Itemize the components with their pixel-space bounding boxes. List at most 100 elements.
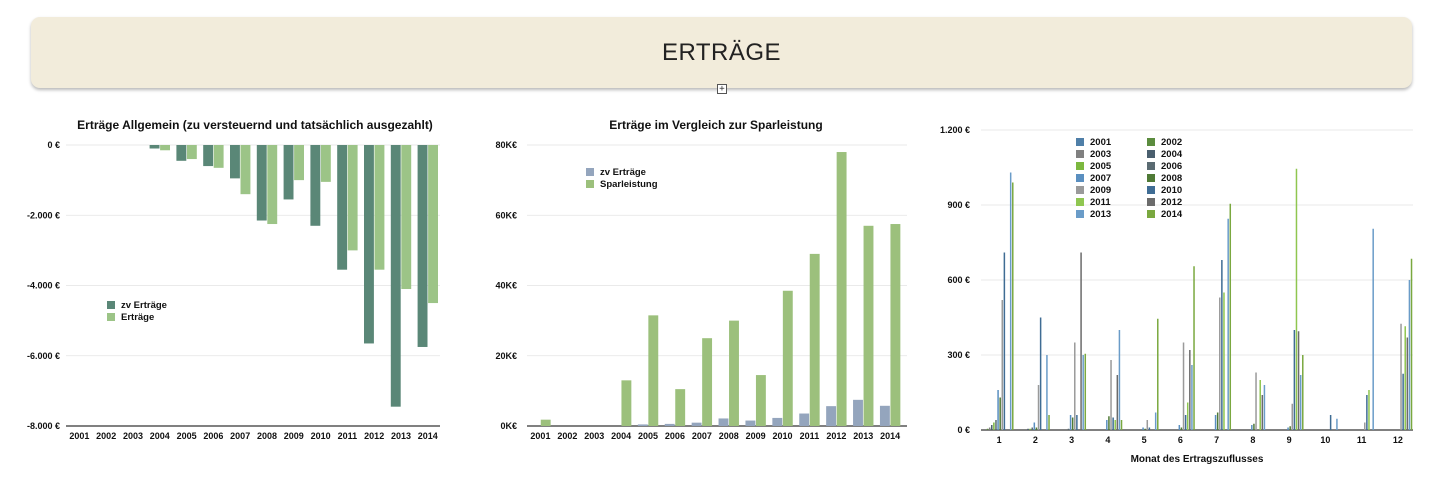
bar-sparleistung-2009	[755, 375, 766, 426]
y-tick-label: 60K€	[495, 210, 517, 220]
bar-2009-8	[1255, 372, 1257, 430]
bar-2014-12	[1410, 258, 1413, 430]
legend-swatch	[1147, 150, 1155, 158]
x-tick-label: 2006	[203, 431, 223, 441]
bar-2008-6	[1180, 427, 1183, 430]
legend-label: 2013	[1090, 209, 1111, 220]
x-tick-label: 8	[1250, 435, 1255, 445]
legend-swatch	[1147, 186, 1155, 194]
bar-sparleistung-2004	[621, 380, 632, 426]
bar-2014-5	[1157, 318, 1159, 430]
expand-icon[interactable]: +	[717, 84, 727, 94]
bar-2009-7	[1219, 297, 1221, 430]
bar-2010-6	[1184, 415, 1187, 430]
bar-2013-6	[1191, 365, 1193, 430]
bar-zv-ertr-ge-2012	[826, 406, 837, 426]
bar-2009-3	[1074, 342, 1076, 430]
bar-2013-7	[1227, 218, 1229, 430]
x-tick-label: 12	[1393, 435, 1403, 445]
y-tick-label: 80K€	[495, 140, 517, 150]
legend-swatch	[107, 313, 115, 321]
bar-2014-4	[1120, 420, 1123, 430]
bar-2008-9	[1289, 426, 1291, 430]
bar-2010-2	[1039, 317, 1042, 430]
legend-swatch	[1147, 138, 1155, 146]
x-tick-label: 2005	[177, 431, 197, 441]
bar-2013-4	[1118, 330, 1121, 430]
bar-sparleistung-2001	[540, 419, 551, 426]
x-tick-label: 2007	[230, 431, 250, 441]
bar-2007-2	[1033, 422, 1036, 430]
legend-swatch	[586, 180, 594, 188]
bar-2005-1	[993, 422, 995, 430]
legend-swatch	[1076, 198, 1084, 206]
bar-2012-9	[1297, 331, 1300, 430]
bar-zv-ertr-ge-2008	[718, 418, 729, 426]
y-tick-label: 900 €	[947, 200, 970, 210]
x-tick-label: 9	[1287, 435, 1292, 445]
legend-label: 2011	[1090, 197, 1111, 208]
bar-2008-5	[1144, 428, 1146, 430]
bar-zv-ertr-ge-2006	[664, 423, 675, 426]
x-tick-label: 2007	[692, 431, 712, 441]
x-tick-label: 2008	[719, 431, 739, 441]
legend-swatch	[1147, 210, 1155, 218]
bar-2009-4	[1110, 360, 1112, 430]
x-tick-label: 2012	[826, 431, 846, 441]
x-tick-label: 2010	[311, 431, 331, 441]
y-tick-label: 20K€	[495, 351, 517, 361]
bar-ertr-ge-2014	[428, 145, 438, 304]
bar-2003-1	[988, 427, 991, 430]
bar-2011-12	[1404, 326, 1406, 430]
bar-zv-ertr-ge-2014	[879, 405, 890, 426]
bar-2012-3	[1080, 252, 1082, 430]
x-tick-label: 2010	[773, 431, 793, 441]
bar-2014-3	[1084, 353, 1087, 430]
bar-ertr-ge-2007	[240, 145, 251, 195]
x-tick-label: 2004	[611, 431, 631, 441]
bar-sparleistung-2005	[648, 315, 659, 426]
bar-2006-1	[995, 420, 997, 430]
bar-2006-2	[1031, 427, 1033, 430]
bar-2007-9	[1287, 427, 1289, 430]
bar-2014-1	[1012, 182, 1014, 430]
bar-zv-ertr-ge-2004	[149, 145, 160, 149]
legend-swatch	[1076, 138, 1084, 146]
x-tick-label: 2009	[746, 431, 766, 441]
bar-2004-2	[1027, 428, 1029, 430]
legend-label: 2003	[1090, 149, 1111, 160]
bar-2014-7	[1229, 203, 1232, 430]
page-title: ERTRÄGE	[661, 38, 782, 66]
legend-label: 2009	[1090, 185, 1111, 196]
bar-2013-8	[1263, 385, 1266, 430]
bar-zv-ertr-ge-2010	[310, 145, 321, 226]
x-tick-label: 2002	[96, 431, 116, 441]
legend-swatch	[1076, 150, 1084, 158]
bar-zv-ertr-ge-2013	[390, 145, 401, 407]
bar-2013-10	[1336, 418, 1338, 430]
bar-sparleistung-2012	[836, 152, 847, 426]
x-tick-label: 1	[997, 435, 1002, 445]
bar-ertr-ge-2010	[320, 145, 331, 182]
bar-2010-12	[1402, 373, 1404, 430]
bar-2014-9	[1302, 355, 1304, 430]
bar-2007-4	[1106, 420, 1108, 430]
legend-label: 2012	[1161, 197, 1182, 208]
bar-2004-1	[991, 425, 993, 430]
legend-label: zv Erträge	[600, 167, 646, 178]
bar-2009-2	[1037, 385, 1040, 430]
x-tick-label: 2004	[150, 431, 170, 441]
bar-zv-ertr-ge-2007	[691, 422, 702, 426]
bar-2009-6	[1182, 342, 1185, 430]
bar-2008-2	[1035, 427, 1038, 430]
legend-label: zv Erträge	[121, 300, 167, 311]
bar-zv-ertr-ge-2006	[203, 145, 214, 167]
bar-2010-3	[1076, 415, 1078, 430]
x-tick-label: 2013	[853, 431, 873, 441]
bar-2011-6	[1186, 402, 1189, 430]
bar-2014-2	[1048, 415, 1050, 430]
legend-swatch	[586, 168, 594, 176]
x-tick-label: 2001	[69, 431, 89, 441]
bar-ertr-ge-2006	[213, 145, 224, 168]
bar-sparleistung-2006	[675, 389, 686, 426]
